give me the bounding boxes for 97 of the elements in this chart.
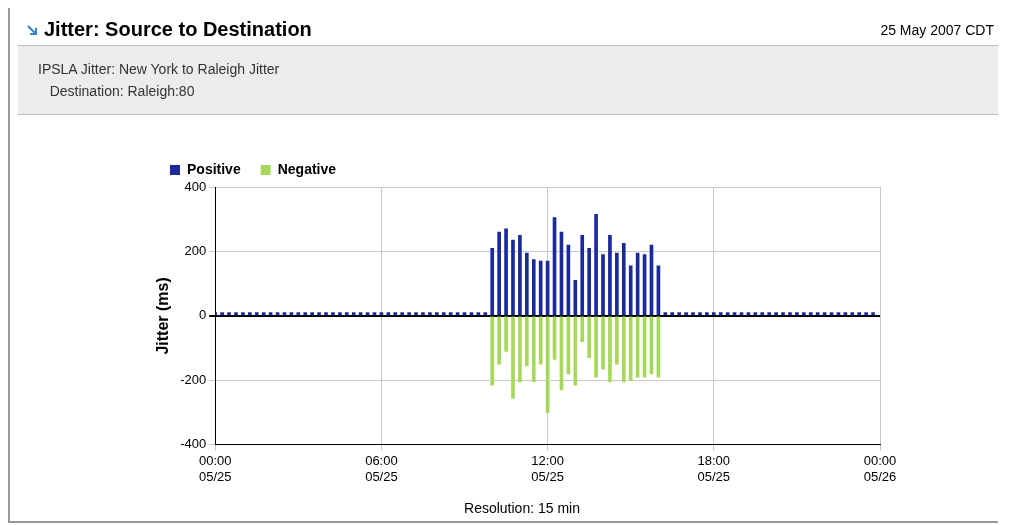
text: Resolution: 15 min	[463, 500, 581, 516]
bar	[573, 316, 578, 386]
bar	[760, 312, 765, 316]
bar	[580, 235, 585, 316]
bar	[344, 312, 349, 316]
bar	[621, 316, 626, 383]
bar	[808, 312, 813, 316]
y-axis-title: Jitter (ms)	[154, 277, 172, 355]
bar	[317, 312, 321, 316]
bar	[871, 312, 875, 316]
bar	[483, 312, 488, 316]
y-tick-label: 400	[184, 178, 207, 194]
bar	[525, 316, 529, 367]
bar	[511, 239, 515, 316]
bar	[615, 316, 619, 365]
x-tick-label: 18:00 05/25	[697, 453, 731, 484]
legend-label: Negative	[277, 160, 337, 177]
bar	[428, 312, 432, 316]
bar	[684, 312, 688, 316]
bar	[441, 312, 446, 316]
bar	[296, 312, 301, 316]
bar	[303, 312, 308, 316]
bar	[691, 312, 695, 316]
y-tick-label: 0	[198, 307, 207, 323]
x-tick-label: 00:00 05/25	[198, 453, 232, 484]
legend-label: Positive	[187, 160, 241, 177]
bar	[767, 312, 772, 316]
bar	[628, 265, 633, 316]
bar	[628, 316, 633, 381]
bar	[850, 312, 855, 316]
bar	[434, 312, 439, 316]
bar	[248, 312, 252, 316]
bar	[587, 316, 591, 359]
bar	[711, 312, 716, 316]
bar	[421, 312, 425, 316]
bar	[400, 312, 405, 316]
bar	[802, 312, 806, 316]
bar	[781, 312, 785, 316]
y-tick-label: 200	[184, 243, 207, 259]
bar	[601, 316, 605, 370]
bar	[220, 312, 224, 316]
bar	[504, 316, 508, 352]
bar	[594, 214, 598, 316]
bar	[795, 312, 799, 316]
bar	[531, 259, 536, 316]
x-tick-label: 12:00 05/25	[531, 453, 564, 484]
bar	[621, 243, 626, 316]
bar	[677, 312, 682, 316]
chart-title: Jitter: Source to Destination	[44, 18, 313, 41]
bar	[331, 312, 335, 316]
bar	[580, 316, 585, 343]
bar	[608, 316, 612, 383]
bar	[234, 312, 238, 316]
bar	[261, 312, 266, 316]
x-tick-label: 06:00 05/25	[365, 453, 398, 484]
y-tick-label: -200	[180, 371, 207, 387]
text: 25 May 2007 CDT	[880, 21, 994, 38]
bar	[490, 316, 495, 386]
bar	[718, 312, 723, 316]
bar	[497, 316, 501, 365]
bar	[587, 247, 591, 316]
bar	[511, 316, 515, 399]
bar	[241, 312, 245, 316]
bar	[815, 312, 820, 316]
bar	[601, 254, 605, 316]
bar	[407, 312, 411, 316]
bar	[490, 247, 495, 316]
bar	[254, 312, 259, 316]
bar	[310, 312, 314, 316]
bar	[324, 312, 328, 316]
bar	[705, 312, 709, 316]
y-tick-label: -400	[180, 436, 207, 452]
bar	[504, 228, 508, 316]
bar	[538, 260, 543, 316]
bar	[518, 235, 522, 316]
bar	[538, 316, 543, 365]
bar	[525, 252, 529, 316]
bar	[864, 312, 868, 316]
chart-subtitle: IPSLA Jitter: New York to Raleigh Jitter Destination: Raleigh:80	[18, 46, 998, 115]
bar	[788, 312, 792, 316]
bar	[227, 312, 231, 316]
bar	[857, 312, 862, 316]
bar	[670, 312, 675, 316]
bar	[351, 312, 356, 316]
bar	[531, 316, 536, 383]
bar	[608, 235, 612, 316]
bar	[414, 312, 418, 316]
bar	[518, 316, 522, 383]
bar	[497, 231, 501, 316]
bar	[615, 252, 619, 316]
x-tick-label: 00:00 05/26	[863, 453, 897, 484]
bar	[594, 316, 598, 378]
bar	[573, 280, 578, 316]
bar	[774, 312, 778, 316]
bar	[338, 312, 342, 316]
bar	[698, 312, 702, 316]
bar	[393, 312, 398, 316]
